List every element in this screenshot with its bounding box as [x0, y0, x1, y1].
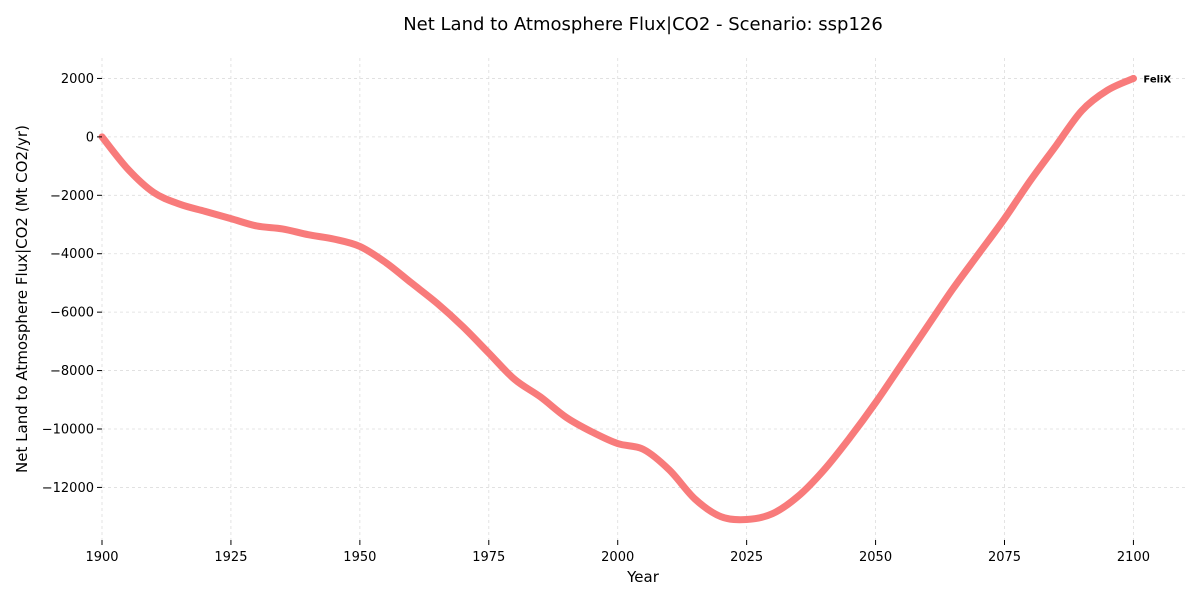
x-tick-label: 1925 [214, 550, 247, 565]
grid-lines [101, 58, 1185, 540]
y-tick-label: 0 [86, 130, 94, 145]
axis-ticks: 1900 1925 1950 1975 2000 2025 2050 2075 2100 2000… [42, 72, 1150, 565]
series-label-felix: FeliX [1143, 74, 1171, 85]
series-line-felix [98, 74, 1137, 524]
series-end-marker [1129, 74, 1137, 82]
chart-title: Net Land to Atmosphere Flux|CO2 - Scenar… [403, 14, 883, 35]
x-tick-label: 2025 [730, 550, 763, 565]
x-tick-label: 1900 [85, 550, 118, 565]
y-tick-label: −6000 [50, 306, 94, 321]
series-layer: FeliX [98, 74, 1171, 524]
y-tick-label: −10000 [42, 422, 94, 437]
x-axis-title: Year [626, 568, 660, 586]
y-tick-label: −12000 [42, 481, 94, 496]
y-tick-label: −4000 [50, 247, 94, 262]
y-tick-label: −8000 [50, 364, 94, 379]
x-tick-label: 2100 [1117, 550, 1150, 565]
x-tick-label: 1975 [472, 550, 505, 565]
y-axis-title: Net Land to Atmosphere Flux|CO2 (Mt CO2/… [13, 125, 31, 473]
x-tick-label: 2050 [859, 550, 892, 565]
y-tick-label: 2000 [61, 72, 94, 87]
x-tick-label: 2075 [988, 550, 1021, 565]
y-tick-label: −2000 [50, 189, 94, 204]
x-tick-label: 1950 [343, 550, 376, 565]
x-tick-label: 2000 [601, 550, 634, 565]
